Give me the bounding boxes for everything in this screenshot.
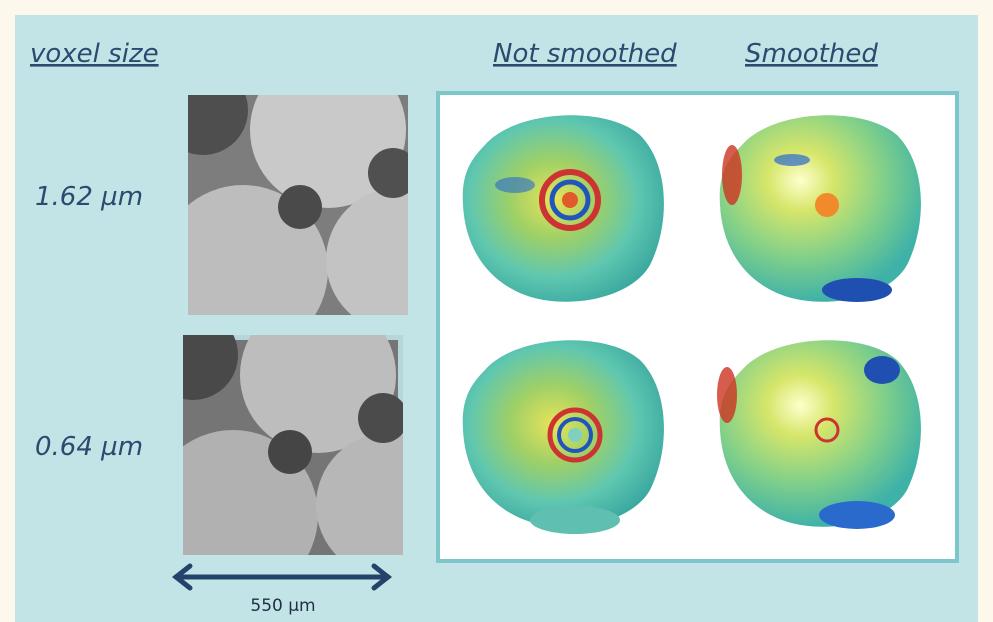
column-label: Not smoothed xyxy=(493,39,677,69)
column-label: voxel size xyxy=(30,39,159,69)
surface-render xyxy=(463,115,664,301)
column-label: Smoothed xyxy=(745,39,878,69)
body: voxel size Not smoothed Smoothed 1.62 µm… xyxy=(0,0,993,622)
row-label: 0.64 µm xyxy=(35,432,143,462)
surface-render xyxy=(720,115,921,302)
figure: voxel size Not smoothed Smoothed 1.62 µm… xyxy=(0,0,993,622)
row-label: 1.62 µm xyxy=(35,182,143,212)
page: Voxel size comparison {"column_labels": … xyxy=(0,0,993,622)
scale-label: 550 µm xyxy=(250,596,315,616)
